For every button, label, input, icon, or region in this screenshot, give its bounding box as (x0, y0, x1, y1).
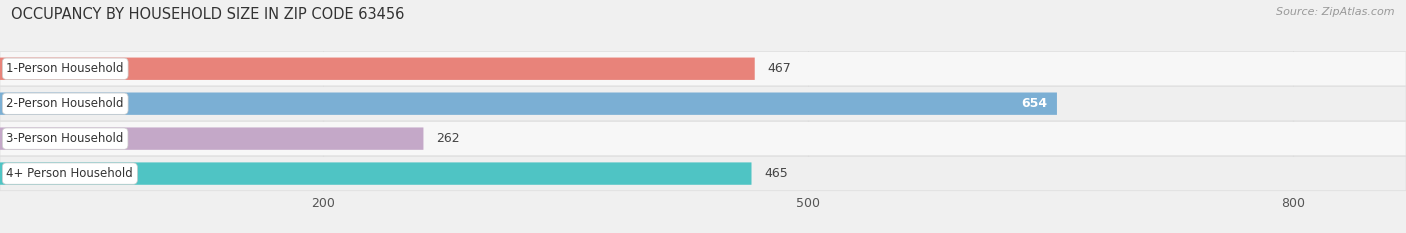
Text: 2-Person Household: 2-Person Household (7, 97, 124, 110)
FancyBboxPatch shape (0, 122, 1406, 156)
Text: OCCUPANCY BY HOUSEHOLD SIZE IN ZIP CODE 63456: OCCUPANCY BY HOUSEHOLD SIZE IN ZIP CODE … (11, 7, 405, 22)
FancyBboxPatch shape (0, 87, 1406, 121)
FancyBboxPatch shape (0, 162, 751, 185)
FancyBboxPatch shape (0, 127, 423, 150)
FancyBboxPatch shape (0, 58, 755, 80)
Text: 4+ Person Household: 4+ Person Household (7, 167, 134, 180)
FancyBboxPatch shape (0, 52, 1406, 86)
Text: Source: ZipAtlas.com: Source: ZipAtlas.com (1277, 7, 1395, 17)
Text: 654: 654 (1021, 97, 1047, 110)
Text: 262: 262 (436, 132, 460, 145)
Text: 1-Person Household: 1-Person Household (7, 62, 124, 75)
FancyBboxPatch shape (0, 93, 1057, 115)
Text: 465: 465 (765, 167, 789, 180)
Text: 467: 467 (768, 62, 792, 75)
Text: 3-Person Household: 3-Person Household (7, 132, 124, 145)
FancyBboxPatch shape (0, 157, 1406, 191)
